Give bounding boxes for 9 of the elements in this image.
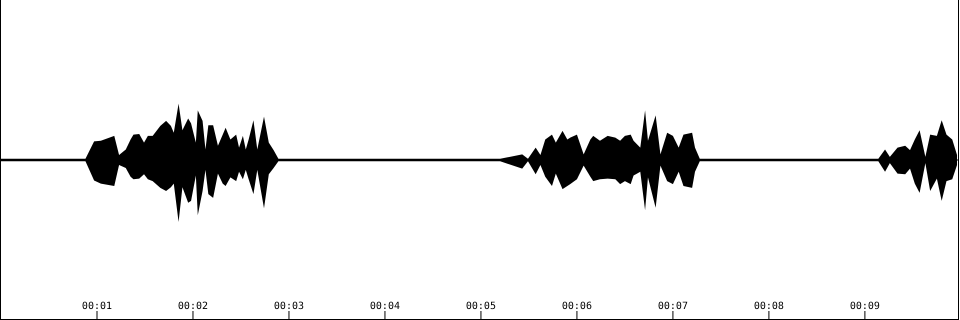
- x-tick-label: 00:01: [82, 301, 112, 312]
- x-tick-label: 00:04: [370, 301, 400, 312]
- x-tick-label: 00:02: [178, 301, 208, 312]
- x-tick-label: 00:06: [562, 301, 592, 312]
- x-tick-label: 00:03: [274, 301, 304, 312]
- x-tick-label: 00:09: [850, 301, 880, 312]
- x-tick-label: 00:08: [754, 301, 784, 312]
- x-tick-label: 00:07: [658, 301, 688, 312]
- x-tick-label: 00:05: [466, 301, 496, 312]
